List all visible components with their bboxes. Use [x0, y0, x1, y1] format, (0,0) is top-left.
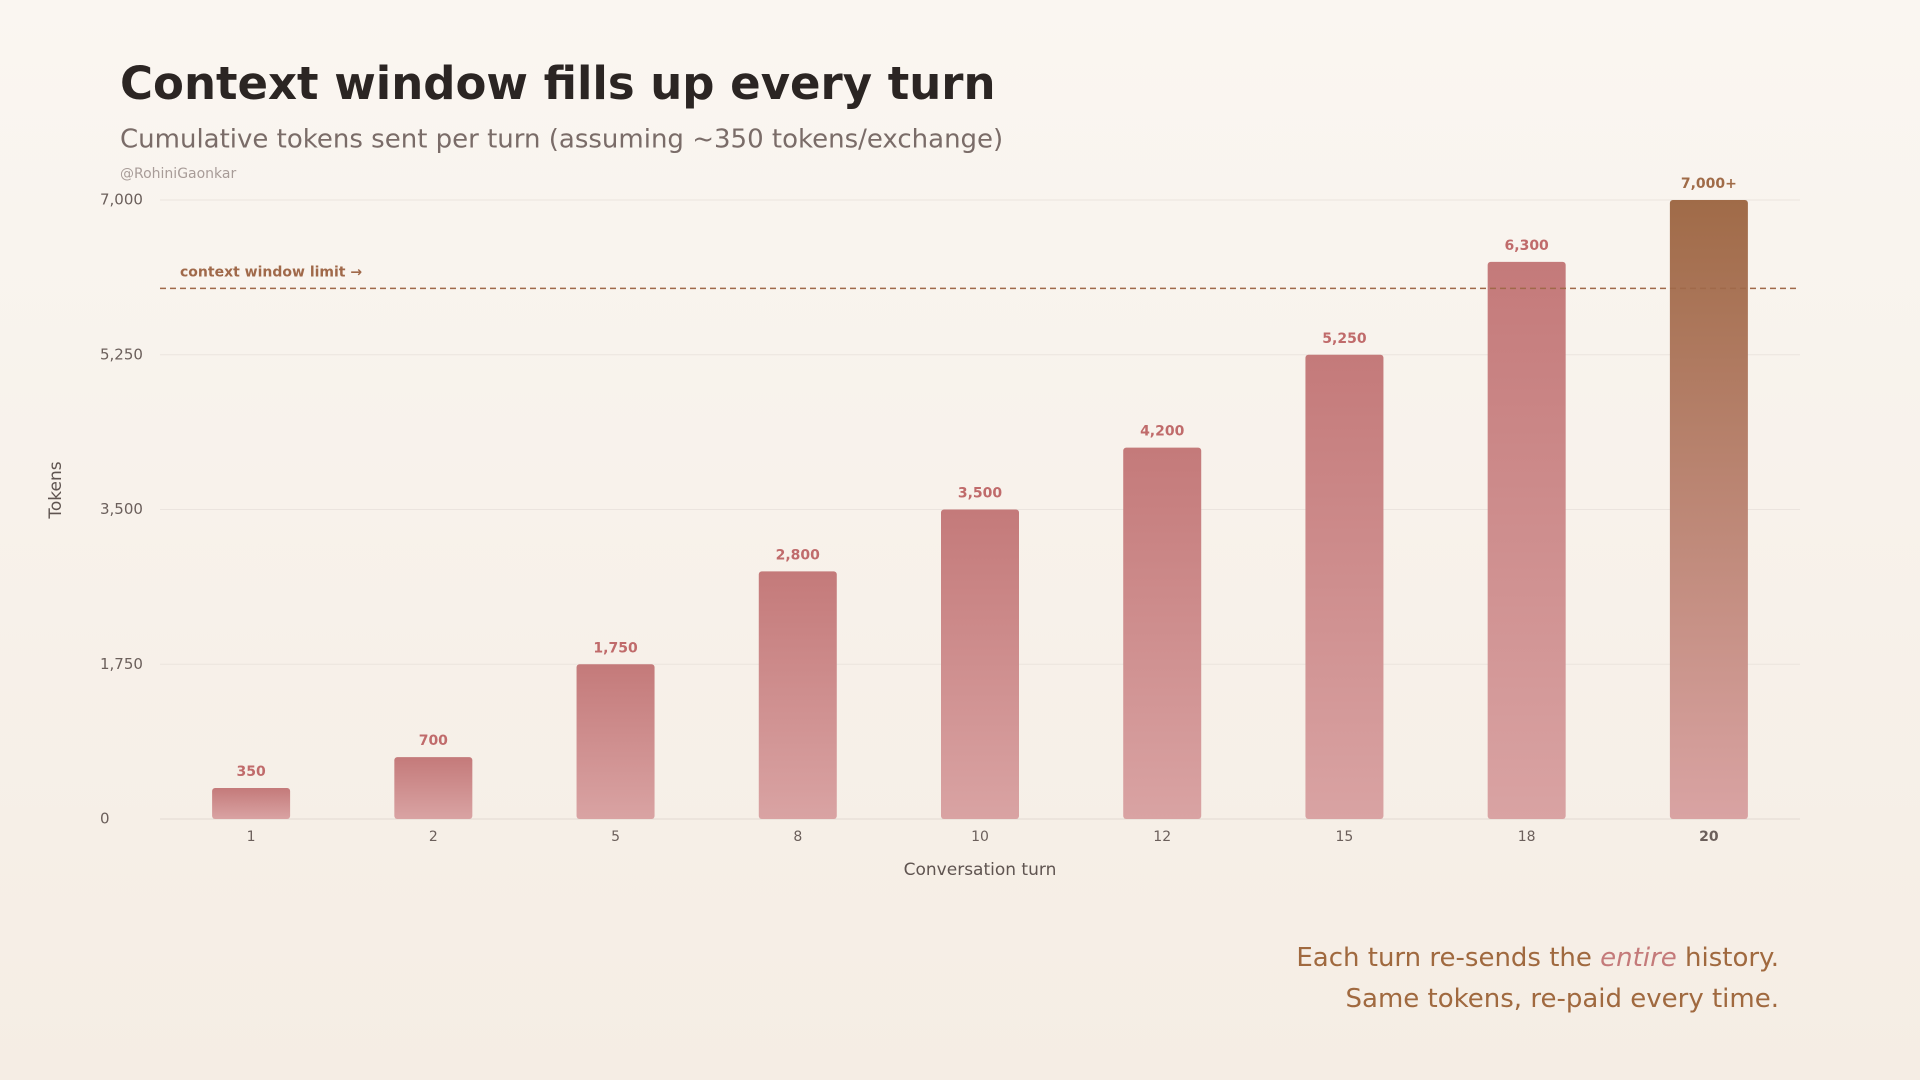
value-label: 2,800: [776, 547, 821, 563]
value-label: 7,000+: [1681, 176, 1737, 192]
x-tick-label: 12: [1153, 829, 1171, 845]
bar: [1669, 200, 1748, 819]
x-tick-label: 20: [1699, 829, 1719, 845]
chart-subtitle: Cumulative tokens sent per turn (assumin…: [120, 125, 1003, 155]
y-tick-label: 3,500: [100, 500, 143, 518]
value-label: 350: [236, 764, 265, 780]
annotation-line: Same tokens, re-paid every time.: [1345, 984, 1779, 1014]
x-tick-label: 1: [247, 829, 256, 845]
x-tick-label: 8: [793, 829, 802, 845]
y-tick-label: 0: [100, 810, 110, 828]
reference-label: context window limit →: [180, 264, 362, 280]
value-label: 6,300: [1505, 238, 1550, 254]
value-label: 4,200: [1140, 424, 1185, 440]
y-tick-label: 1,750: [100, 655, 143, 673]
bar: [758, 571, 837, 819]
value-label: 3,500: [958, 486, 1003, 502]
annotation-line: Each turn re-sends the entire history.: [1296, 938, 1779, 979]
x-tick-label: 10: [971, 829, 989, 845]
bar: [1123, 447, 1202, 819]
x-tick-label: 5: [611, 829, 620, 845]
annotation-text: Each turn re-sends the: [1296, 943, 1592, 973]
annotation: Each turn re-sends the entire history. S…: [1296, 938, 1779, 1020]
chart-title: Context window fills up every turn: [120, 57, 996, 110]
bar: [1305, 354, 1384, 819]
value-label: 1,750: [593, 640, 638, 656]
x-tick-label: 18: [1518, 829, 1536, 845]
annotation-emphasis: entire: [1600, 943, 1677, 973]
x-tick-label: 15: [1336, 829, 1354, 845]
value-label: 5,250: [1322, 331, 1367, 347]
bar: [394, 757, 473, 819]
value-label: 700: [419, 733, 448, 749]
x-axis-title: Conversation turn: [904, 860, 1057, 880]
bar: [941, 509, 1019, 819]
y-axis-title: Tokens: [46, 461, 66, 519]
y-tick-label: 7,000: [100, 191, 143, 209]
y-tick-label: 5,250: [100, 345, 143, 363]
x-tick-label: 2: [429, 829, 438, 845]
credit: @RohiniGaonkar: [120, 166, 236, 182]
annotation-text: history.: [1685, 943, 1779, 973]
bar: [212, 788, 291, 819]
bar: [1487, 261, 1566, 819]
bar: [576, 664, 655, 819]
